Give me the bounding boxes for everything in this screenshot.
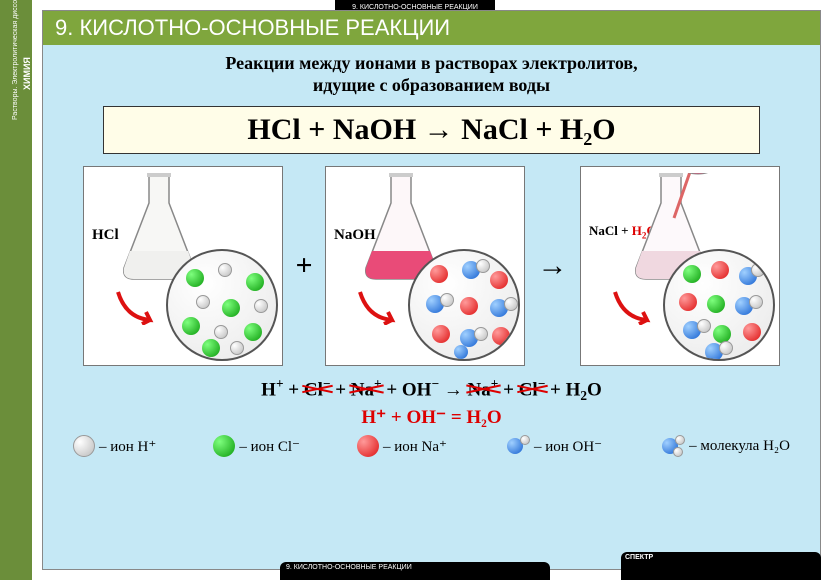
legend-cl: – ион Cl⁻ (213, 435, 300, 457)
ion-particle (186, 269, 204, 287)
ion-particle (504, 297, 518, 311)
main-panel: 9. КИСЛОТНО-ОСНОВНЫЕ РЕАКЦИИ Реакции меж… (42, 10, 821, 570)
subtitle: Реакции между ионами в растворах электро… (63, 53, 800, 96)
ion-particle (474, 327, 488, 341)
panel-hcl: HCl (83, 166, 283, 366)
ion-particle (743, 323, 761, 341)
ion-particle (679, 293, 697, 311)
content: Реакции между ионами в растворах электро… (43, 45, 820, 457)
full-ionic-equation: H+ + Cl− + Na+ + OH− → Na+ + Cl− + H2O (63, 376, 800, 404)
ion-particle (214, 325, 228, 339)
ion-particle (440, 293, 454, 307)
ion-particle (432, 325, 450, 343)
ion-na-icon (357, 435, 379, 457)
panel-naoh: NaOH (325, 166, 525, 366)
subtitle-line1: Реакции между ионами в растворах электро… (225, 53, 637, 73)
ion-particle (711, 261, 729, 279)
chemistry-poster: ХИМИЯ Растворы. Электролитическая диссоц… (0, 0, 829, 580)
arrow-symbol: → (536, 249, 570, 283)
ion-particle (749, 295, 763, 309)
ion-particle (683, 265, 701, 283)
legend-h2o: – молекула H₂O (659, 435, 790, 457)
ion-particle (430, 265, 448, 283)
ion-particle (492, 327, 510, 345)
sidebar: ХИМИЯ Растворы. Электролитическая диссоц… (0, 0, 32, 580)
ion-particle (218, 263, 232, 277)
ion-view-product (663, 249, 775, 361)
publisher-tab: СПЕКТР (621, 552, 821, 580)
zoom-arrow-icon (358, 290, 403, 325)
ion-particle (476, 259, 490, 273)
plus-symbol: + (293, 249, 314, 283)
flask-diagrams: HCl + NaOH (83, 166, 780, 366)
subtitle-line2: идущие с образованием воды (313, 75, 550, 95)
ion-particle (751, 263, 765, 277)
ion-view-hcl (166, 249, 278, 361)
ion-particle (182, 317, 200, 335)
molecular-equation: HCl + NaOH → NaCl + H₂O (103, 106, 760, 154)
molecule-h2o-icon (659, 435, 685, 457)
sidebar-series: Растворы. Электролитическая диссоциация (12, 0, 19, 120)
ion-particle (196, 295, 210, 309)
ion-particle (719, 341, 733, 355)
legend-h: – ион H⁺ (73, 435, 156, 457)
page-title: 9. КИСЛОТНО-ОСНОВНЫЕ РЕАКЦИИ (43, 11, 820, 45)
legend: – ион H⁺ – ион Cl⁻ – ион Na⁺ – ион OH⁻ –… (73, 435, 790, 457)
ion-view-naoh (408, 249, 520, 361)
ion-oh-icon (504, 435, 530, 457)
ion-particle (230, 341, 244, 355)
ion-particle (244, 323, 262, 341)
ion-particle (460, 297, 478, 315)
ion-cl-icon (213, 435, 235, 457)
sidebar-subject: ХИМИЯ (22, 57, 32, 90)
ion-particle (254, 299, 268, 313)
ion-particle (246, 273, 264, 291)
legend-na: – ион Na⁺ (357, 435, 447, 457)
bottom-tab: 9. КИСЛОТНО-ОСНОВНЫЕ РЕАКЦИИ (280, 562, 550, 580)
ion-particle (222, 299, 240, 317)
legend-oh: – ион OH⁻ (504, 435, 602, 457)
panel-product: NaCl + H2O (580, 166, 780, 366)
zoom-arrow-icon (613, 290, 658, 325)
net-ionic-equation: H⁺ + OH⁻ = H₂O (63, 406, 800, 429)
zoom-arrow-icon (116, 290, 161, 325)
ion-particle (490, 271, 508, 289)
ion-particle (697, 319, 711, 333)
ion-particle (707, 295, 725, 313)
ion-particle (454, 345, 468, 359)
ion-particle (202, 339, 220, 357)
ion-h-icon (73, 435, 95, 457)
